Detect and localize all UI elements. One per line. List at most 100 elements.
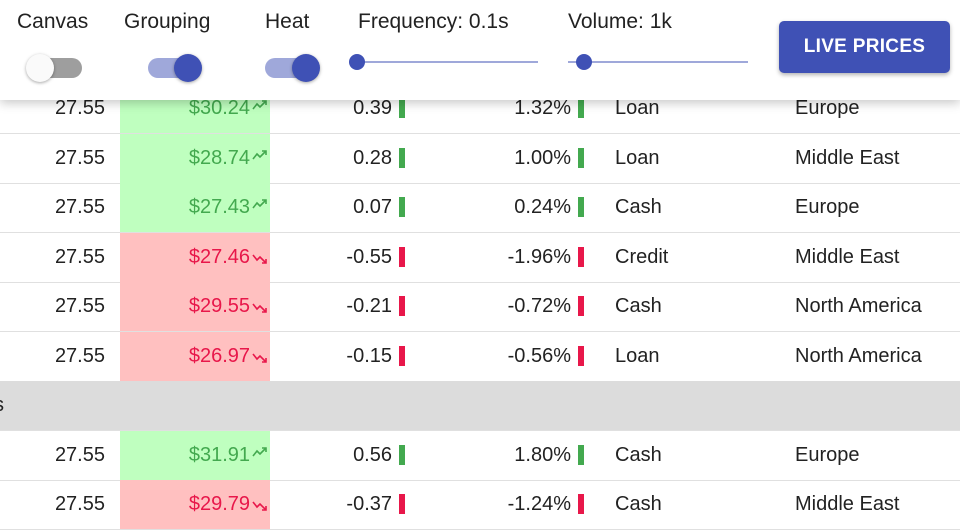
type: Cash <box>615 493 662 515</box>
slider-thumb <box>576 54 592 70</box>
percent-bar <box>578 147 584 168</box>
percent-bar <box>578 345 584 366</box>
change-bar <box>399 444 405 465</box>
region: Europe <box>795 97 860 119</box>
region: North America <box>795 295 922 317</box>
change: -0.37 <box>346 493 392 515</box>
price-cell: $29.79 <box>120 480 270 529</box>
percent-change: -0.72% <box>507 295 571 317</box>
type: Cash <box>615 443 662 466</box>
change: 0.07 <box>353 196 392 218</box>
change-bar <box>399 147 405 168</box>
slider-label: Frequency: 0.1s <box>358 10 509 33</box>
percent-bar <box>578 296 584 316</box>
region: Middle East <box>795 493 900 515</box>
grid-row[interactable]: 27.55 $29.79 -0.37 -1.24% Cash Middle East <box>0 480 960 530</box>
price: $27.43 <box>188 196 250 218</box>
slider-thumb <box>349 54 365 70</box>
change: 0.28 <box>353 146 392 169</box>
grid-row[interactable]: 27.55 $31.91 0.56 1.80% Cash Europe <box>0 430 960 481</box>
cell-value: 27.55 <box>54 196 105 218</box>
cell-value: 27.55 <box>54 97 105 119</box>
change: 0.39 <box>353 97 392 119</box>
region: Middle East <box>795 146 900 169</box>
trend-up-icon <box>252 446 267 456</box>
grid-row[interactable]: 27.55 $28.74 0.28 1.00% Loan Middle East <box>0 133 960 184</box>
grid-row[interactable]: 27.55 $27.43 0.07 0.24% Cash Europe <box>0 183 960 233</box>
percent-change: 1.80% <box>514 443 571 466</box>
type: Loan <box>615 146 660 169</box>
trend-down-icon <box>252 501 267 511</box>
live-prices-button[interactable]: LIVE PRICES <box>779 21 950 73</box>
percent-bar <box>578 197 584 217</box>
price: $31.91 <box>188 443 250 466</box>
price-cell: $27.43 <box>120 183 270 232</box>
grid-row[interactable]: 27.55 $26.97 -0.15 -0.56% Loan North America <box>0 331 960 382</box>
change: -0.21 <box>346 295 392 317</box>
change-bar <box>399 345 405 366</box>
change: 0.56 <box>353 443 392 466</box>
change: -0.15 <box>346 344 392 367</box>
percent-change: 1.00% <box>514 146 571 169</box>
toggle-label: Canvas <box>17 10 89 33</box>
region: Europe <box>795 196 860 218</box>
type: Credit <box>615 245 669 268</box>
cell-value: 27.55 <box>54 443 105 466</box>
percent-bar <box>578 444 584 465</box>
slider-label: Volume: 1k <box>568 10 672 33</box>
slider-track <box>568 61 748 63</box>
type: Loan <box>615 344 660 367</box>
price-cell: $31.91 <box>120 430 270 480</box>
change-bar <box>399 197 405 217</box>
price: $29.55 <box>188 295 250 317</box>
change-bar <box>399 98 405 118</box>
cell-value: 27.55 <box>54 295 105 317</box>
percent-bar <box>578 494 584 514</box>
price-cell: $29.55 <box>120 282 270 331</box>
price: $28.74 <box>188 146 250 169</box>
percent-bar <box>578 246 584 267</box>
type: Cash <box>615 295 662 317</box>
percent-change: -1.96% <box>507 245 571 268</box>
trend-down-icon <box>252 303 267 313</box>
price-cell: $26.97 <box>120 331 270 381</box>
region: Middle East <box>795 245 900 268</box>
region: Europe <box>795 443 860 466</box>
price: $29.79 <box>188 493 250 515</box>
cell-value: 27.55 <box>54 493 105 515</box>
group-label: s <box>0 381 4 430</box>
cell-value: 27.55 <box>54 344 105 367</box>
group-row: s <box>0 381 960 431</box>
slider-track <box>350 61 538 63</box>
toggle-thumb <box>26 54 54 82</box>
grid-row[interactable]: 27.55 $29.55 -0.21 -0.72% Cash North America <box>0 282 960 332</box>
percent-change: 1.32% <box>514 97 571 119</box>
toggle-label: Heat <box>265 10 310 33</box>
toolbar: Canvas Grouping Heat Frequency: 0.1s Volume:… <box>0 0 960 100</box>
toggle-label: Grouping <box>124 10 211 33</box>
trend-up-icon <box>252 100 267 110</box>
cell-value: 27.55 <box>54 245 105 268</box>
toggle-thumb <box>174 54 202 82</box>
price: $26.97 <box>188 344 250 367</box>
region: North America <box>795 344 922 367</box>
percent-change: -0.56% <box>507 344 571 367</box>
trend-down-icon <box>252 254 267 264</box>
percent-bar <box>578 98 584 118</box>
change: -0.55 <box>346 245 392 268</box>
type: Loan <box>615 97 660 119</box>
cell-value: 27.55 <box>54 146 105 169</box>
trend-down-icon <box>252 353 267 363</box>
trend-up-icon <box>252 149 267 159</box>
trend-up-icon <box>252 199 267 209</box>
toggle-thumb <box>292 54 320 82</box>
change-bar <box>399 246 405 267</box>
percent-change: -1.24% <box>507 493 571 515</box>
grid-row[interactable]: 27.55 $27.46 -0.55 -1.96% Credit Middle East <box>0 232 960 283</box>
change-bar <box>399 296 405 316</box>
price-cell: $28.74 <box>120 133 270 183</box>
price: $27.46 <box>188 245 250 268</box>
percent-change: 0.24% <box>514 196 571 218</box>
type: Cash <box>615 196 662 218</box>
